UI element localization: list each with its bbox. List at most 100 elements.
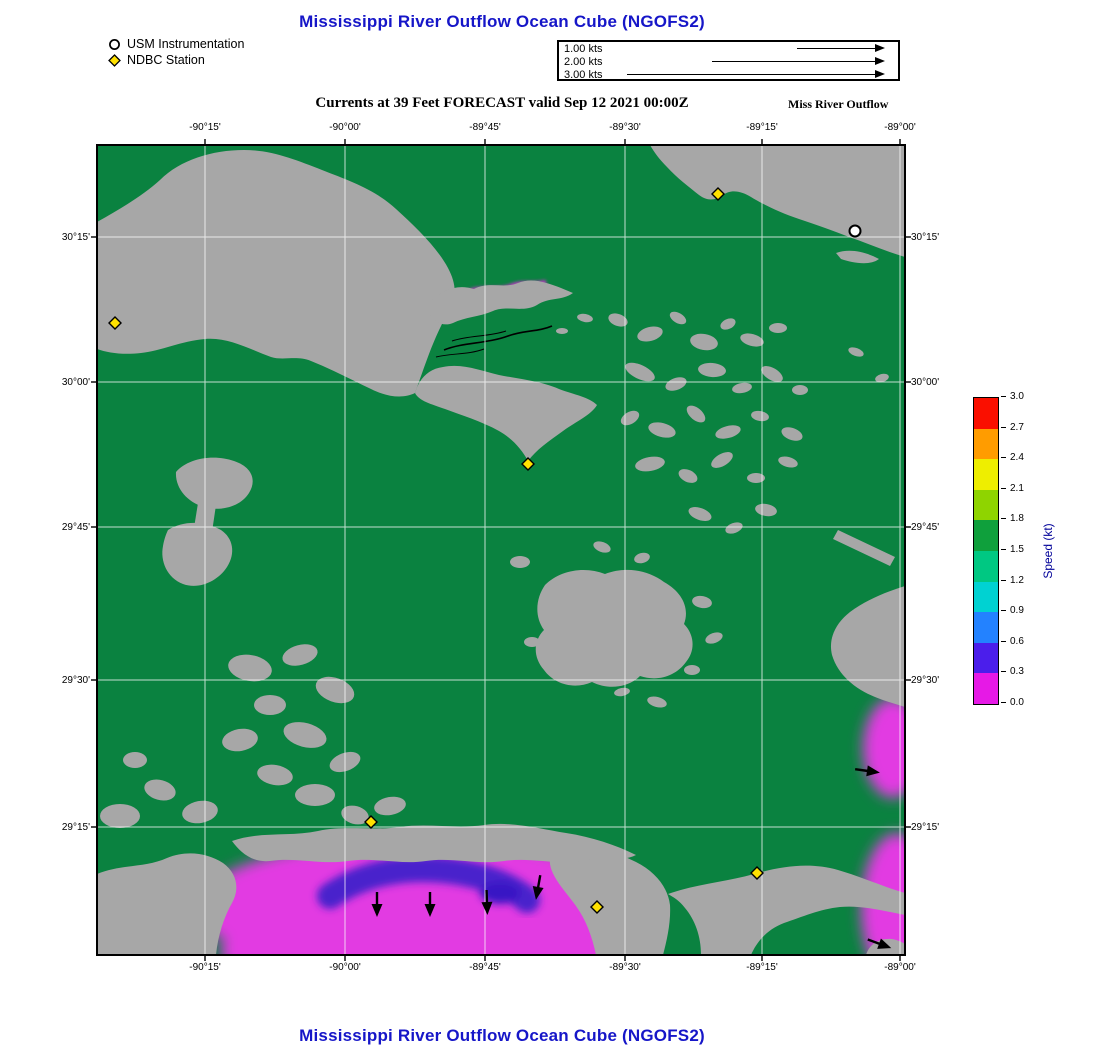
ndbc-station-marker [590, 900, 604, 914]
map-plot [91, 139, 911, 961]
colorbar-tick-label: 0.3 [1001, 666, 1024, 678]
ndbc-diamond-icon [108, 53, 121, 67]
lon-tick-label-top: -89°30' [609, 122, 641, 133]
legend-item-ndbc: NDBC Station [108, 52, 244, 68]
river-channels [435, 325, 553, 358]
ndbc-station-marker [364, 815, 378, 829]
marker-legend: USM Instrumentation NDBC Station [108, 36, 244, 68]
colorbar-tick-label: 2.4 [1001, 452, 1024, 464]
island-pair-lower [162, 522, 233, 586]
landmass-northeast [650, 145, 905, 257]
speed-gradient-band [317, 856, 540, 913]
lat-tick-label-right: 30°15' [911, 232, 940, 243]
colorbar-tick-label: 0.0 [1001, 697, 1024, 709]
land-masses [97, 145, 905, 955]
lat-tick-label-left: 29°30' [61, 675, 90, 686]
map-frame [91, 139, 911, 961]
lon-tick-label-top: -89°15' [746, 122, 778, 133]
ndbc-station-marker [108, 316, 122, 330]
colorbar-tick-label: 3.0 [1001, 391, 1024, 403]
current-arrow [481, 889, 493, 915]
usm-instrument-marker [848, 224, 862, 238]
colorbar-segment [974, 581, 998, 613]
barrier-island-sliver [833, 530, 895, 566]
landmass-northwest [97, 150, 455, 397]
scale-label-1kt: 1.00 kts [564, 43, 603, 55]
coastal-sliver [836, 250, 879, 264]
lat-tick-label-left: 29°15' [61, 822, 90, 833]
lon-tick-label-bottom: -89°30' [609, 962, 641, 973]
scale-arrow-2kt-icon [712, 56, 885, 65]
ndbc-station-marker [521, 457, 535, 471]
scale-label-2kt: 2.00 kts [564, 56, 603, 68]
peninsula-central [415, 365, 597, 461]
lat-tick-label-right: 30°00' [911, 377, 940, 388]
scale-label-3kt: 3.00 kts [564, 69, 603, 81]
lon-tick-label-top: -89°00' [884, 122, 916, 133]
lon-tick-label-bottom: -90°15' [189, 962, 221, 973]
colorbar-axis-label: Speed (kt) [1041, 523, 1055, 579]
marsh-bottom-left [97, 853, 237, 955]
current-arrow [371, 892, 383, 917]
ndbc-station-marker [750, 866, 764, 880]
current-arrow [532, 874, 544, 900]
colorbar-segment [974, 520, 998, 551]
pearl-river-delta [430, 280, 573, 325]
outflow-label: Miss River Outflow [788, 97, 889, 111]
colorbar-segment [974, 642, 998, 674]
coastal-strip [232, 823, 636, 863]
lon-tick-label-top: -90°15' [189, 122, 221, 133]
lon-tick-label-bottom: -90°00' [329, 962, 361, 973]
island-pair-upper [175, 457, 253, 509]
station-markers [108, 187, 892, 949]
forecast-subtitle: Currents at 39 Feet FORECAST valid Sep 1… [315, 95, 689, 111]
current-arrow [854, 765, 880, 777]
colorbar-tick-label: 0.9 [1001, 605, 1024, 617]
current-arrow [867, 938, 892, 949]
lat-tick-label-left: 30°15' [61, 232, 90, 243]
current-arrow [424, 892, 436, 917]
colorbar-tick-label: 1.8 [1001, 513, 1024, 525]
colorbar-tick-label: 2.7 [1001, 422, 1024, 434]
lat-tick-label-left: 29°45' [61, 522, 90, 533]
lon-tick-label-bottom: -89°00' [884, 962, 916, 973]
legend-label-usm: USM Instrumentation [127, 37, 245, 51]
colorbar-segment [974, 428, 998, 460]
colorbar-gradient [973, 397, 999, 705]
delta-east-arm [668, 865, 905, 955]
figure-title-bottom: Mississippi River Outflow Ocean Cube (NG… [299, 1026, 705, 1045]
lat-tick-label-right: 29°45' [911, 522, 940, 533]
marsh-amoeba [535, 569, 693, 687]
colorbar-segment [974, 489, 998, 521]
ndbc-station-marker [711, 187, 725, 201]
usm-circle-icon [109, 38, 120, 50]
colorbar-tick-label: 0.6 [1001, 636, 1024, 648]
colorbar-tick-label: 1.2 [1001, 575, 1024, 587]
colorbar-segment [974, 612, 998, 643]
colorbar-tick-label: 1.5 [1001, 544, 1024, 556]
colorbar-segment [974, 673, 998, 704]
lon-tick-label-top: -90°00' [329, 122, 361, 133]
marsh-islands [100, 311, 889, 828]
figure-title-top: Mississippi River Outflow Ocean Cube (NG… [299, 12, 705, 31]
scale-arrow-1kt-icon [797, 43, 885, 52]
landmass-east [830, 586, 905, 707]
lat-tick-label-right: 29°15' [911, 822, 940, 833]
lon-tick-label-top: -89°45' [469, 122, 501, 133]
lon-tick-label-bottom: -89°45' [469, 962, 501, 973]
lon-tick-label-bottom: -89°15' [746, 962, 778, 973]
lat-tick-label-left: 30°00' [61, 377, 90, 388]
legend-item-usm: USM Instrumentation [108, 36, 244, 52]
axis-ticks [91, 139, 911, 961]
colorbar-segment [974, 398, 998, 429]
speed-scale-legend: 1.00 kts 2.00 kts 3.00 kts [557, 40, 900, 81]
colorbar-segment [974, 550, 998, 582]
legend-label-ndbc: NDBC Station [127, 53, 205, 67]
colorbar-segment [974, 459, 998, 490]
scale-arrow-3kt-icon [627, 69, 885, 78]
grid-lines [97, 145, 905, 955]
delta-central-lobe [549, 845, 671, 955]
colorbar-tick-label: 2.1 [1001, 483, 1024, 495]
lat-tick-label-right: 29°30' [911, 675, 940, 686]
